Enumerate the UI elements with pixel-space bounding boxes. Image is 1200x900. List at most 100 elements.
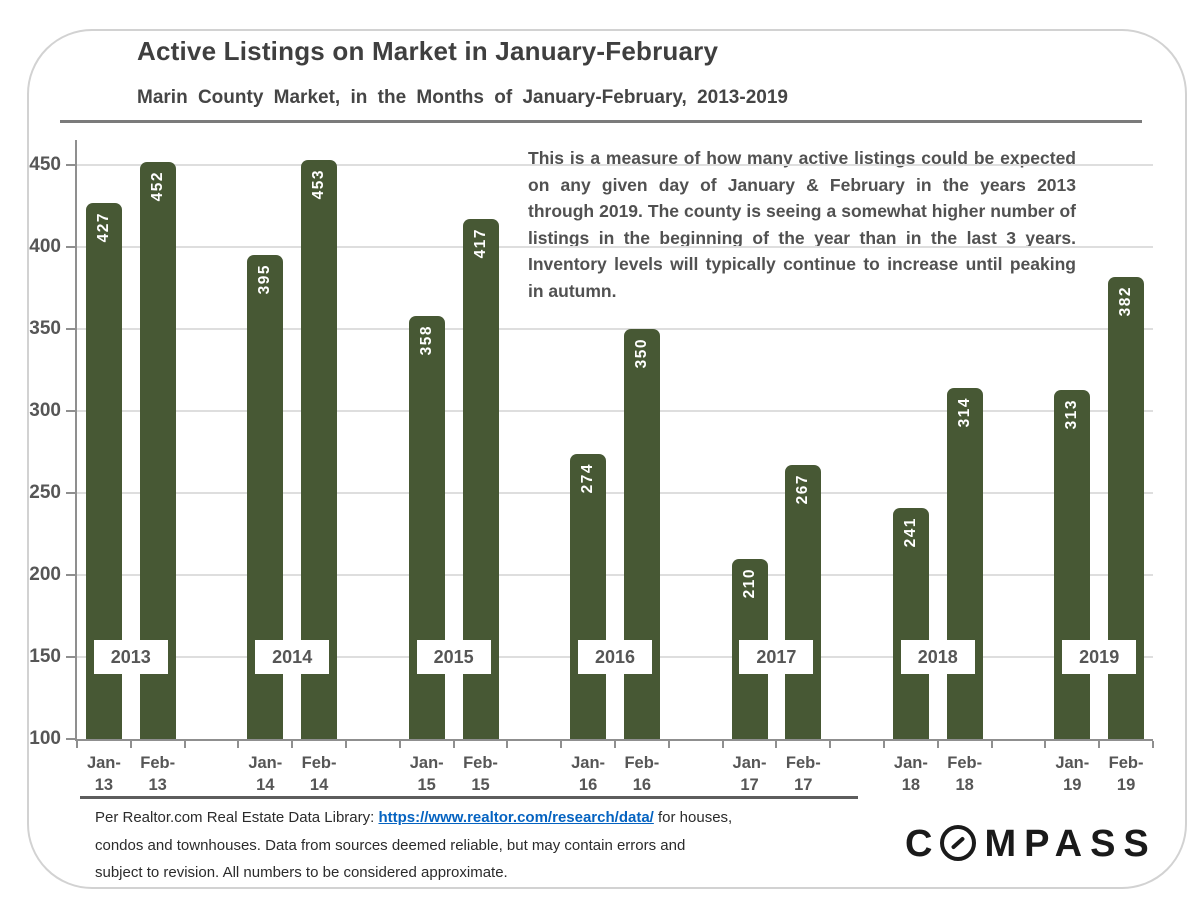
x-axis-tick	[291, 741, 294, 748]
y-tick-label: 300	[29, 400, 61, 421]
bar-value-label-wrap: 210	[732, 568, 768, 598]
bar-value-label: 241	[901, 516, 919, 548]
footer-line: Per Realtor.com Real Estate Data Library…	[95, 804, 785, 832]
x-axis-tick	[76, 741, 78, 748]
x-tick-label-year: 16	[578, 776, 598, 794]
bar-value-label-wrap: 274	[570, 463, 606, 493]
bar-value-label: 382	[1117, 285, 1135, 316]
bar-value-label: 427	[94, 211, 112, 243]
bar: 274	[570, 453, 607, 739]
x-tick-label-month: Feb-	[785, 754, 821, 772]
year-badge: 2019	[1062, 640, 1137, 674]
bar-value-label-wrap: 452	[140, 171, 176, 201]
chart-annotation: This is a measure of how many active lis…	[528, 148, 1076, 301]
x-axis-tick	[1152, 741, 1154, 748]
page-subtitle: Marin County Market, in the Months of Ja…	[137, 87, 788, 108]
y-axis-tick	[66, 656, 75, 658]
y-axis-tick	[66, 574, 75, 576]
plot-area: 100 150 200 250 300 350 400 450 427 Jan- 13 452 Feb-…	[29, 140, 1154, 794]
y-axis-tick	[66, 164, 75, 166]
x-tick-label: Feb- 13	[126, 752, 190, 796]
y-axis-line	[75, 140, 77, 741]
footer-divider	[80, 796, 858, 799]
year-badge: 2017	[739, 640, 814, 674]
x-axis-tick	[560, 741, 563, 748]
footer-line: subject to revision. All numbers to be c…	[95, 859, 785, 887]
bar-value-label-wrap: 241	[893, 517, 929, 547]
x-tick-label-year: 13	[148, 776, 167, 794]
y-tick-label: 400	[29, 236, 61, 257]
x-tick-label-month: Feb-	[624, 754, 660, 772]
x-tick-label-year: 15	[417, 776, 436, 794]
x-tick-label-year: 14	[309, 776, 329, 794]
x-tick-label: Jan- 13	[72, 752, 136, 796]
x-tick-label-month: Feb-	[1108, 754, 1144, 772]
x-tick-label: Jan- 19	[1040, 752, 1104, 796]
y-tick-label: 450	[29, 154, 61, 175]
x-axis-tick	[506, 741, 509, 748]
x-axis-tick	[237, 741, 240, 748]
x-tick-label-month: Jan-	[248, 754, 283, 772]
bar-value-label-wrap: 382	[1108, 286, 1144, 316]
x-tick-label: Feb- 14	[287, 752, 351, 796]
bar-value-label-wrap: 314	[947, 397, 983, 427]
y-tick-label: 100	[29, 728, 61, 749]
x-tick-label-month: Feb-	[947, 754, 983, 772]
x-axis-tick	[398, 741, 401, 748]
logo-letters-before-o: C	[905, 822, 941, 865]
gridline	[77, 246, 1153, 248]
bar-value-label-wrap: 313	[1054, 399, 1090, 429]
x-tick-label-year: 19	[1063, 776, 1082, 794]
bar-value-label-wrap: 350	[624, 338, 660, 368]
x-tick-label-year: 18	[901, 776, 921, 794]
x-tick-label: Feb- 16	[610, 752, 674, 796]
bar-value-label-wrap: 267	[785, 474, 821, 504]
x-tick-label-month: Jan-	[409, 754, 444, 772]
bar-value-label: 313	[1063, 398, 1081, 430]
bar-value-label: 350	[632, 338, 650, 369]
bar-value-label: 358	[417, 324, 435, 356]
x-tick-label-year: 19	[1116, 776, 1136, 794]
year-badge: 2015	[416, 640, 491, 674]
bar-value-label: 452	[148, 170, 166, 202]
x-axis-tick	[614, 741, 616, 748]
bar-value-label: 267	[794, 474, 812, 505]
x-axis-line	[75, 739, 1153, 741]
x-axis-tick	[936, 741, 939, 748]
y-tick-label: 150	[29, 646, 61, 667]
footer-note: Per Realtor.com Real Estate Data Library…	[95, 804, 785, 887]
x-axis-tick	[183, 741, 186, 748]
bar: 314	[946, 388, 983, 739]
y-tick-label: 200	[29, 564, 61, 585]
gridline	[77, 410, 1153, 412]
footer-link[interactable]: https://www.realtor.com/research/data/	[378, 809, 654, 826]
logo-letters-after-o: MPASS	[984, 822, 1157, 865]
x-axis-tick	[829, 741, 832, 748]
bar: 267	[785, 465, 822, 739]
gridline	[77, 164, 1153, 166]
x-tick-label-year: 16	[632, 776, 652, 794]
y-axis-tick	[66, 328, 75, 330]
x-tick-label-year: 15	[471, 776, 490, 794]
bar-value-label: 314	[955, 397, 973, 428]
bar-value-label: 395	[256, 264, 274, 295]
bar-value-label-wrap: 417	[463, 228, 499, 258]
x-tick-label: Jan- 15	[395, 752, 459, 796]
x-axis-tick	[775, 741, 778, 748]
gridline	[77, 492, 1153, 494]
bar-value-label-wrap: 358	[409, 325, 445, 355]
gridline	[77, 574, 1153, 576]
x-tick-label-year: 14	[256, 776, 275, 794]
x-axis-tick	[1044, 741, 1047, 748]
year-badge: 2018	[900, 640, 975, 674]
y-tick-label: 250	[29, 482, 61, 503]
x-tick-label-year: 17	[740, 776, 759, 794]
y-axis-tick	[66, 738, 75, 740]
x-axis-tick	[721, 741, 724, 748]
x-tick-label-year: 18	[955, 776, 974, 794]
x-tick-label-month: Jan-	[86, 754, 121, 772]
y-axis-tick	[66, 410, 75, 412]
y-tick-label: 350	[29, 318, 61, 339]
year-badge: 2013	[93, 640, 168, 674]
footer-text: for houses,	[653, 809, 733, 826]
